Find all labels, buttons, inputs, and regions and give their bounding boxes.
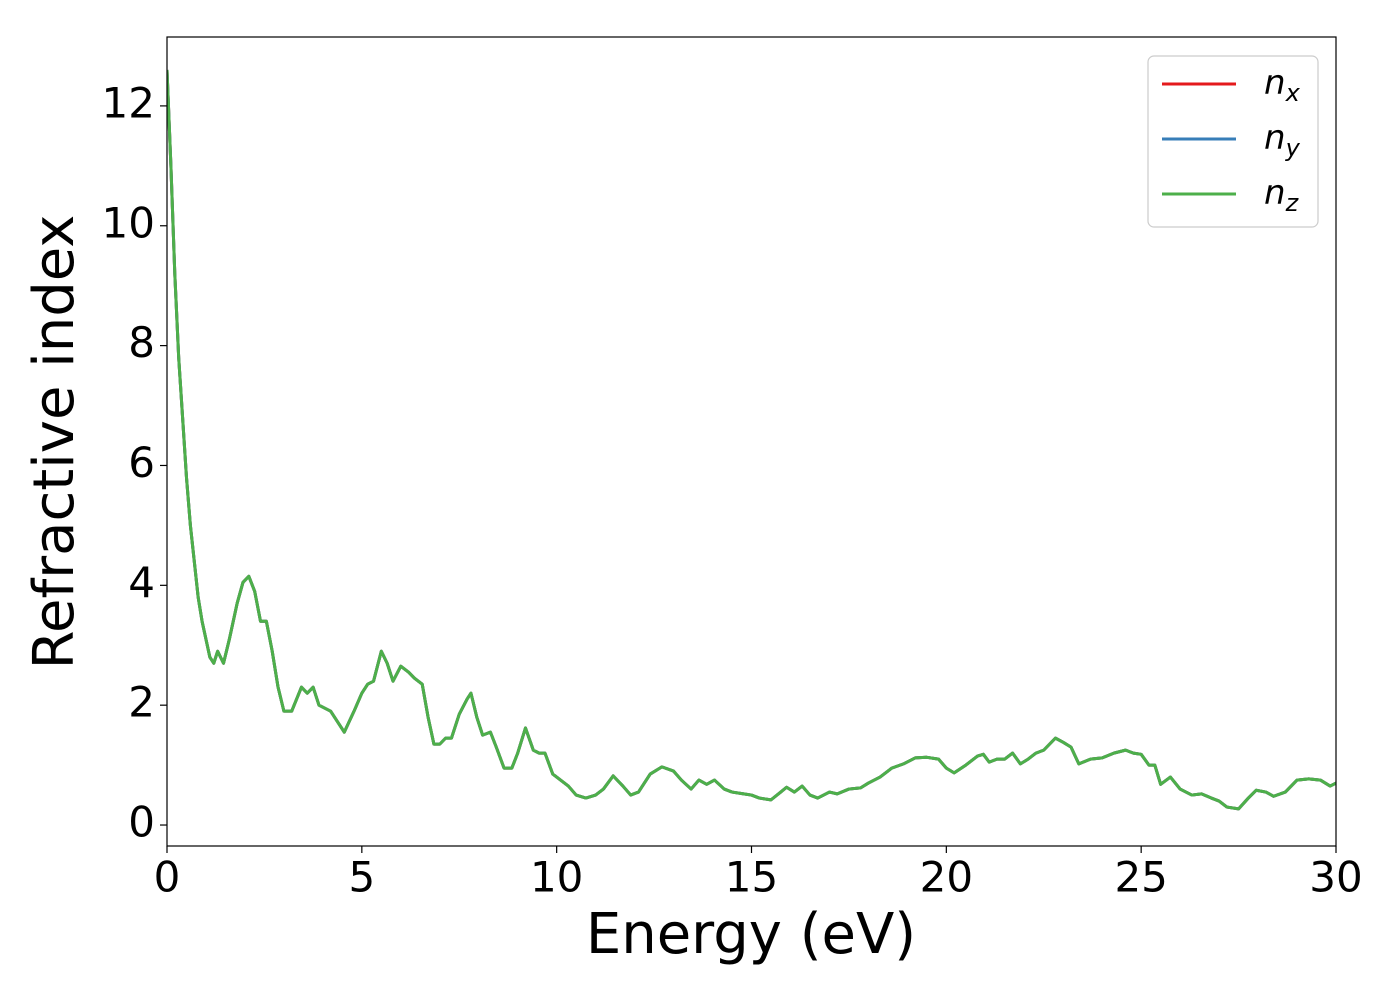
legend-label: nz: [1264, 173, 1300, 218]
y-tick-label: 6: [128, 438, 155, 487]
y-tick-label: 0: [128, 798, 155, 847]
x-tick-label: 15: [725, 853, 778, 902]
y-tick-label: 10: [102, 198, 155, 247]
x-tick-label: 10: [530, 853, 583, 902]
x-tick-label: 0: [154, 853, 181, 902]
plot-frame: [166, 36, 1337, 847]
legend-label: ny: [1264, 118, 1301, 163]
line-series: [167, 69, 1336, 811]
legend-label: nx: [1264, 63, 1301, 108]
legend-box: [1147, 55, 1319, 228]
y-tick-label: 2: [128, 678, 155, 727]
y-axis-label: Refractive index: [22, 215, 87, 670]
y-tick-label: 8: [128, 318, 155, 367]
y-tick-label: 4: [128, 558, 155, 607]
x-tick-label: 25: [1114, 853, 1167, 902]
x-tick-label: 30: [1309, 853, 1362, 902]
x-tick-label: 20: [920, 853, 973, 902]
x-axis-label: Energy (eV): [586, 902, 916, 967]
x-tick-label: 5: [348, 853, 375, 902]
plot-lines: [167, 69, 1336, 811]
y-tick-label: 12: [102, 78, 155, 127]
